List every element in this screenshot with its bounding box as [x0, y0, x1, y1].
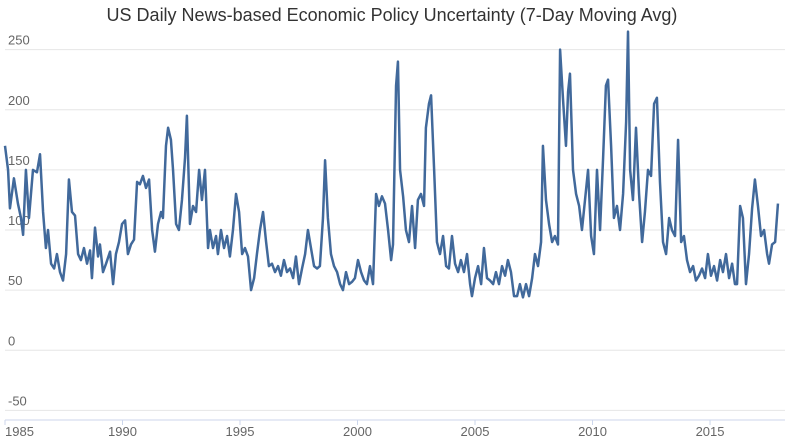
x-tick-label: 2005: [461, 424, 490, 439]
x-tick-label: 2010: [578, 424, 607, 439]
y-tick-label: 250: [8, 33, 30, 48]
data-line: [3, 30, 780, 299]
x-tick-label: 1985: [5, 424, 34, 439]
y-tick-label: 0: [8, 333, 15, 348]
y-tick-label: 200: [8, 93, 30, 108]
x-tick-label: 2000: [343, 424, 372, 439]
y-tick-label: 100: [8, 213, 30, 228]
y-tick-label: -50: [8, 393, 27, 408]
chart-title: US Daily News-based Economic Policy Unce…: [107, 5, 678, 25]
x-tick-label: 2015: [696, 424, 725, 439]
y-tick-label: 150: [8, 153, 30, 168]
x-tick-label: 1990: [108, 424, 137, 439]
y-tick-label: 50: [8, 273, 22, 288]
x-tick-label: 1995: [226, 424, 255, 439]
